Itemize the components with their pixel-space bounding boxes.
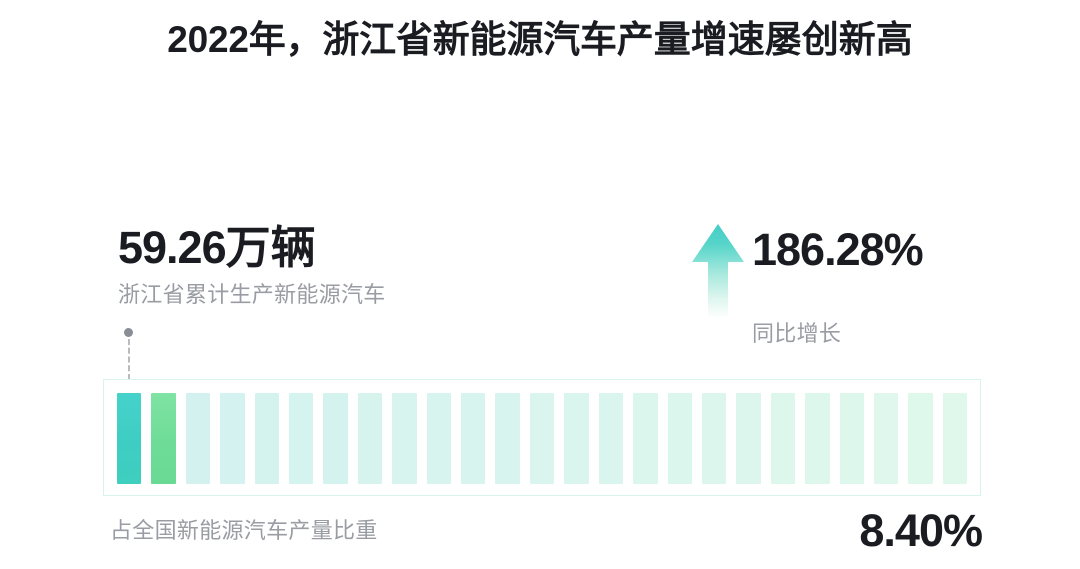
bar-9 bbox=[392, 393, 417, 484]
bar-16 bbox=[633, 393, 658, 484]
bar-13 bbox=[529, 393, 555, 484]
stat-production-value-row: 59.26万辆 bbox=[118, 222, 386, 274]
bar-4 bbox=[220, 393, 245, 484]
page-title: 2022年，浙江省新能源汽车产量增速屡创新高 bbox=[0, 17, 1080, 63]
stat-growth-label: 同比增长 bbox=[752, 321, 842, 346]
stat-production-unit: 万辆 bbox=[225, 222, 316, 273]
bar-5 bbox=[254, 393, 280, 484]
connector-dashed-line bbox=[128, 339, 130, 380]
bar-11 bbox=[461, 393, 486, 484]
stat-growth-value-row: 186.28% bbox=[690, 220, 924, 320]
page-title-bold: 产量增速屡创新高 bbox=[616, 19, 913, 60]
bar-7 bbox=[323, 393, 348, 484]
stat-production: 59.26万辆 浙江省累计生产新能源汽车 bbox=[118, 222, 386, 309]
bar-17 bbox=[667, 393, 692, 484]
bar-25 bbox=[942, 393, 968, 484]
bar-12 bbox=[495, 393, 520, 484]
footer-share-value: 8.40% bbox=[859, 505, 983, 556]
stat-production-label: 浙江省累计生产新能源汽车 bbox=[118, 282, 386, 307]
page-title-regular: 2022年，浙江省新能源汽车 bbox=[167, 19, 617, 60]
share-bar-chart bbox=[103, 379, 981, 496]
stat-growth: 186.28% 同比增长 bbox=[690, 220, 924, 348]
stat-growth-number: 186.28% bbox=[752, 224, 924, 275]
callout-connector bbox=[124, 328, 134, 380]
bar-21 bbox=[805, 393, 830, 484]
connector-dot-icon bbox=[124, 328, 133, 337]
bar-3 bbox=[185, 393, 211, 484]
bar-15 bbox=[598, 393, 624, 484]
bar-14 bbox=[564, 393, 589, 484]
bar-20 bbox=[770, 393, 796, 484]
bar-24 bbox=[908, 393, 933, 484]
bar-19 bbox=[736, 393, 761, 484]
footer-share-label: 占全国新能源汽车产量比重 bbox=[110, 518, 378, 543]
bar-1 bbox=[117, 393, 142, 484]
bar-6 bbox=[289, 393, 314, 484]
stat-production-number: 59.26 bbox=[118, 222, 227, 273]
bar-18 bbox=[701, 393, 727, 484]
bar-2 bbox=[151, 393, 176, 484]
bar-22 bbox=[839, 393, 864, 484]
bar-10 bbox=[426, 393, 452, 484]
bar-23 bbox=[873, 393, 899, 484]
arrow-up-icon bbox=[690, 222, 746, 320]
bar-track bbox=[117, 393, 968, 484]
bar-8 bbox=[357, 393, 383, 484]
